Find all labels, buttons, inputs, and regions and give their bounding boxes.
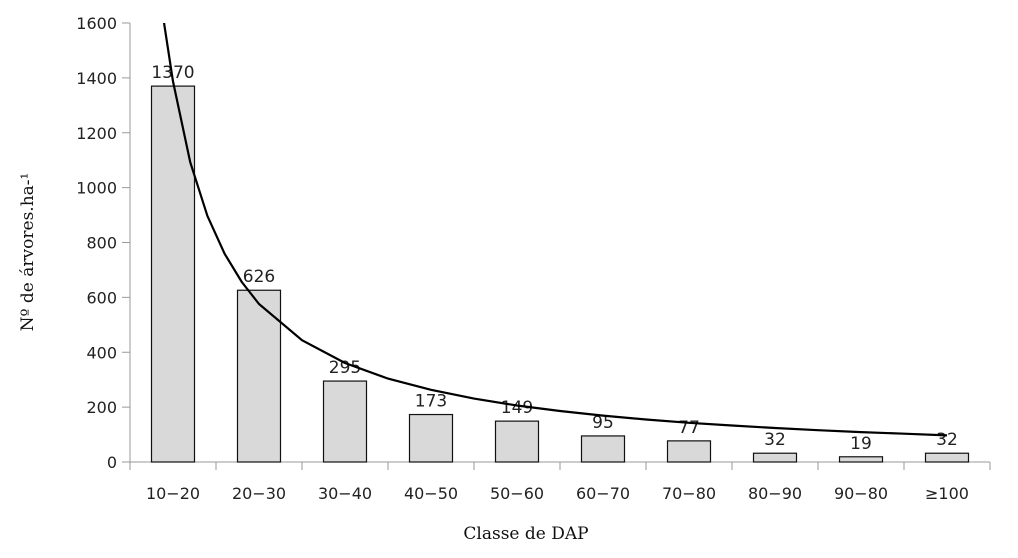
data-label: 95 <box>592 413 614 433</box>
x-tick-label: 50−60 <box>490 484 544 503</box>
x-tick-label: 30−40 <box>318 484 372 503</box>
y-axis-title: Nº de árvores.ha-¹ <box>18 173 38 332</box>
x-tick-label: 20−30 <box>232 484 286 503</box>
y-tick-label: 600 <box>86 288 117 307</box>
data-label: 626 <box>243 267 275 287</box>
x-tick-label: 40−50 <box>404 484 458 503</box>
x-tick-label: 90−80 <box>834 484 888 503</box>
y-tick-label: 1600 <box>76 14 117 33</box>
bar <box>322 380 368 463</box>
bar <box>494 420 540 463</box>
x-tick-label: ≥100 <box>925 484 969 503</box>
bar <box>580 435 626 463</box>
trend-line <box>163 23 948 437</box>
bar <box>838 456 884 463</box>
y-tick-label: 800 <box>86 234 117 253</box>
data-label: 77 <box>678 418 700 438</box>
bar <box>752 452 798 463</box>
bar <box>924 452 970 463</box>
x-tick-label: 70−80 <box>662 484 716 503</box>
y-tick-label: 200 <box>86 398 117 417</box>
data-label: 149 <box>501 398 533 418</box>
data-label: 32 <box>764 430 786 450</box>
bar <box>236 289 282 463</box>
data-label: 32 <box>936 430 958 450</box>
data-label: 1370 <box>151 63 194 83</box>
bar <box>150 85 196 463</box>
data-label: 295 <box>329 358 361 378</box>
x-tick-label: 10−20 <box>146 484 200 503</box>
plot-area: 0 200 400 600 800 1000 1200 1400 1600 1370 10−20 62… <box>76 14 991 503</box>
y-tick-label: 1000 <box>76 179 117 198</box>
y-tick-label: 1400 <box>76 69 117 88</box>
bar <box>408 413 454 463</box>
data-label: 19 <box>850 434 872 454</box>
y-tick-label: 0 <box>107 453 117 472</box>
y-tick-label: 1200 <box>76 124 117 143</box>
bar <box>666 440 712 463</box>
x-tick-label: 80−90 <box>748 484 802 503</box>
x-tick-label: 60−70 <box>576 484 630 503</box>
data-label: 173 <box>415 392 447 412</box>
y-tick-label: 400 <box>86 343 117 362</box>
x-axis-title: Classe de DAP <box>463 524 588 544</box>
